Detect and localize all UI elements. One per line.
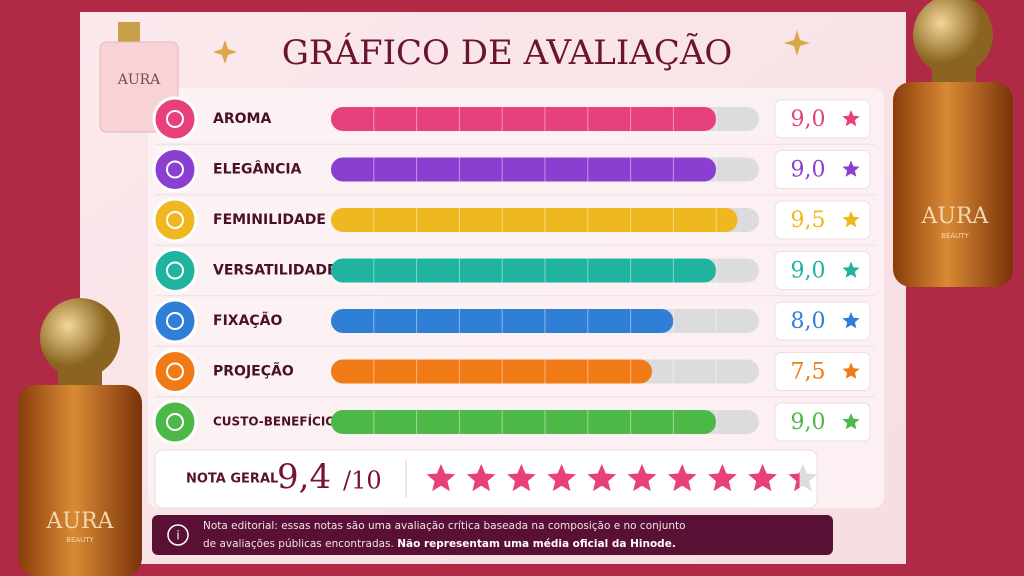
overall-label: NOTA GERAL (186, 472, 278, 487)
value-label: 9,5 (791, 208, 826, 233)
star (627, 464, 657, 492)
star (748, 464, 777, 492)
icon-glyph (166, 261, 184, 280)
star (587, 464, 617, 492)
note-text: Nota editorial: essas notas são uma aval… (203, 520, 686, 532)
category-label: CUSTO-BENEFÍCIO (213, 414, 336, 429)
value-box (774, 301, 871, 341)
bar (331, 208, 738, 232)
icon (152, 96, 198, 142)
star (547, 464, 576, 492)
icon-glyph (166, 211, 184, 229)
panel (148, 88, 884, 508)
icon-glyph (166, 312, 184, 330)
value-star (842, 261, 860, 278)
value-box (774, 402, 871, 442)
value-box (774, 352, 871, 391)
icon-glyph (166, 362, 184, 381)
value-box (774, 150, 871, 189)
value-star (842, 413, 860, 430)
icon-glyph (166, 160, 184, 179)
brand-sub: BEAUTY (66, 536, 94, 544)
icon (152, 147, 198, 192)
brand-text: AURA (921, 204, 990, 229)
star (667, 464, 697, 492)
value-box (774, 99, 871, 139)
star (708, 464, 737, 492)
value-star (842, 362, 860, 379)
category-label: VERSATILIDADE (213, 263, 337, 279)
brand-text: AURA (117, 72, 161, 88)
bottle-left: AURA BEAUTY (18, 298, 142, 576)
value-label: 9,0 (791, 410, 826, 435)
category-label: PROJEÇÃO (213, 363, 294, 380)
chart-title: GRÁFICO DE AVALIAÇÃO (282, 32, 733, 73)
brand-sub: BEAUTY (941, 232, 969, 240)
overall-max: /10 (343, 467, 382, 495)
overall-value: 9,4 (277, 457, 331, 497)
bottle-right: AURA BEAUTY (893, 0, 1013, 287)
icon (152, 349, 198, 394)
category-label: FEMINILIDADE (213, 212, 326, 228)
category-label: AROMA (213, 111, 271, 127)
bar (331, 157, 717, 182)
star (507, 464, 536, 492)
value-box (774, 200, 871, 240)
star (788, 471, 800, 492)
note-bold: Não representam uma média oficial da Hin… (397, 538, 676, 550)
note-text: de avaliações públicas encontradas. Não … (203, 538, 676, 550)
value-star (842, 211, 860, 228)
icon (152, 248, 198, 293)
bar (331, 107, 717, 131)
value-label: 9,0 (791, 158, 826, 183)
value-label: 8,0 (791, 309, 826, 334)
brand-text: AURA (46, 509, 115, 534)
icon (152, 298, 198, 344)
category-label: FIXAÇÃO (213, 312, 283, 329)
value-star (842, 110, 860, 127)
bar (331, 410, 717, 434)
value-label: 7,5 (791, 360, 826, 385)
value-star (842, 312, 860, 329)
value-box (774, 251, 871, 290)
icon-glyph (166, 413, 184, 431)
bar (331, 359, 652, 384)
value-label: 9,0 (791, 107, 826, 132)
bar (331, 258, 717, 283)
info-glyph: i (176, 529, 179, 543)
value-label: 9,0 (791, 259, 826, 284)
icon (152, 197, 198, 243)
note-box (152, 515, 833, 555)
icon (152, 399, 198, 445)
icon-glyph (166, 110, 184, 128)
bar (331, 309, 674, 333)
info-icon (167, 524, 189, 546)
star (426, 464, 456, 492)
category-label: ELEGÂNCIA (213, 161, 302, 178)
note-text: de avaliações públicas encontradas. (203, 538, 394, 550)
star (466, 464, 496, 492)
value-star (842, 160, 860, 177)
